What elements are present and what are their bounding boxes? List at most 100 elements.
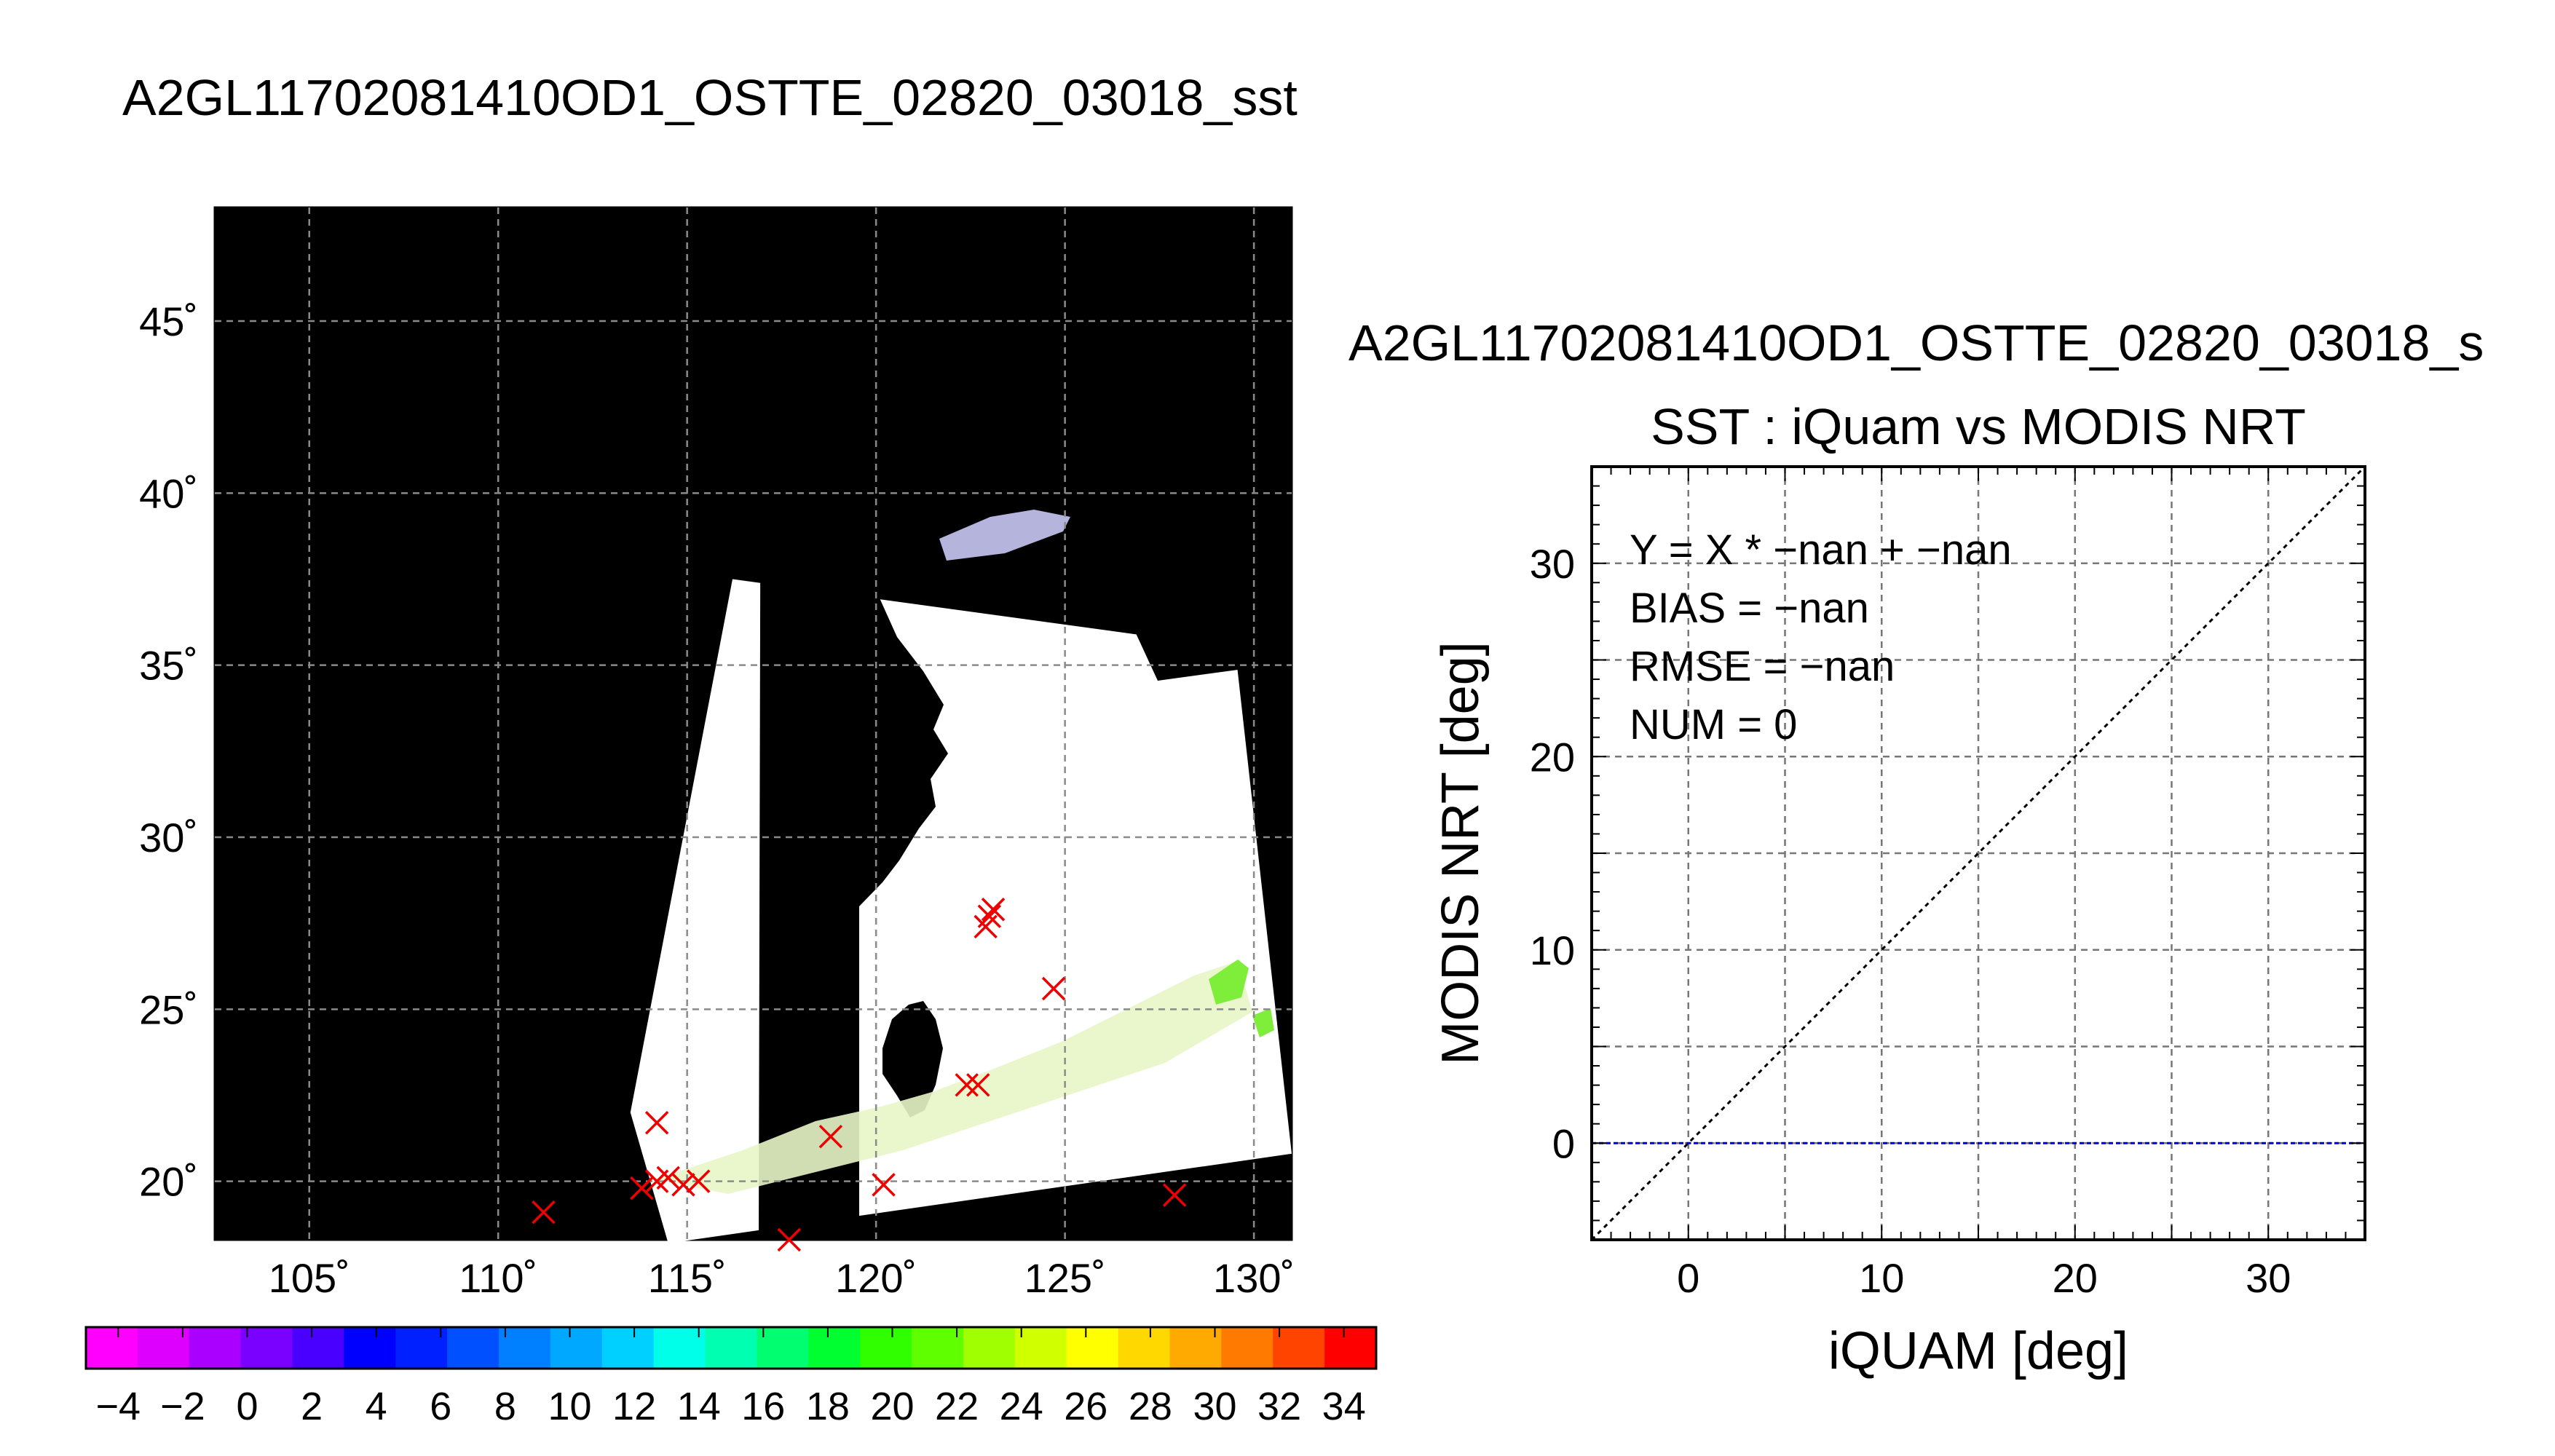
map-y-tick-label: 20˚	[139, 1159, 198, 1205]
scatter-x-tick-label: 10	[1859, 1255, 1904, 1301]
map-x-tick-labels: 105˚ 110˚ 115˚ 120˚ 125˚ 130˚	[269, 1255, 1295, 1301]
scatter-title: SST : iQuam vs MODIS NRT	[1651, 398, 2306, 455]
colorbar-tick-label: 12	[612, 1385, 656, 1428]
colorbar-tick-label: 2	[301, 1385, 323, 1428]
colorbar-swatch	[705, 1327, 757, 1369]
map-x-tick-label: 130˚	[1213, 1255, 1295, 1301]
buoy-marker	[671, 1173, 695, 1197]
colorbar-swatch	[860, 1327, 912, 1369]
scatter-plot: 0 10 20 30 0 10 20 30 Y = X * −nan + −nan BIAS…	[1431, 465, 2366, 1380]
colorbar-tick-label: −2	[160, 1385, 205, 1428]
colorbar-swatch	[344, 1327, 396, 1369]
scatter-x-tick-labels: 0 10 20 30	[1677, 1255, 2291, 1301]
sst-green-patch	[1252, 1008, 1274, 1037]
buoy-markers	[532, 898, 1187, 1252]
land-korea	[1034, 218, 1282, 681]
map-y-tick-label: 45˚	[139, 298, 198, 344]
buoy-marker	[687, 1169, 711, 1193]
land-liaoning	[750, 207, 1092, 342]
colorbar-swatch	[189, 1327, 242, 1369]
land-taiwan	[882, 1001, 943, 1117]
colorbar-tick-label: 30	[1193, 1385, 1236, 1428]
map-y-tick-label: 30˚	[139, 815, 198, 860]
colorbar-swatch	[808, 1327, 861, 1369]
buoy-marker	[955, 1073, 979, 1097]
colorbar-swatch	[1014, 1327, 1067, 1369]
buoy-marker	[981, 898, 1006, 922]
colorbar-swatch	[1324, 1327, 1377, 1369]
map-x-tick-label: 120˚	[835, 1255, 917, 1301]
colorbar-swatch	[292, 1327, 344, 1369]
map-grid	[215, 207, 1292, 1240]
plot-frame	[1590, 465, 2366, 1241]
colorbar-swatch	[137, 1327, 190, 1369]
colorbar-tick-label: 28	[1129, 1385, 1172, 1428]
colorbar-swatch	[499, 1327, 551, 1369]
scatter-y-tick-label: 30	[1530, 541, 1575, 587]
land-mainland	[759, 319, 948, 1239]
buoy-marker	[872, 1173, 896, 1197]
one-to-one-line	[1590, 465, 2366, 1241]
stat-num: NUM = 0	[1630, 701, 1797, 748]
colorbar-swatch	[1169, 1327, 1222, 1369]
buoy-marker	[966, 1073, 990, 1097]
scatter-x-tick-label: 0	[1677, 1255, 1699, 1301]
colorbar-swatch	[1221, 1327, 1273, 1369]
colorbar-frame	[84, 1326, 1378, 1370]
colorbar-swatch	[550, 1327, 603, 1369]
map-y-tick-labels: 20˚ 25˚ 30˚ 35˚ 40˚ 45˚	[139, 298, 198, 1205]
map-x-tick-label: 125˚	[1024, 1255, 1106, 1301]
x-axis-label: iQUAM [deg]	[1828, 1322, 2128, 1380]
map-y-tick-label: 40˚	[139, 470, 198, 516]
buoy-marker	[977, 904, 1002, 928]
colorbar	[84, 1326, 1378, 1370]
map-x-tick-label: 115˚	[648, 1255, 727, 1301]
stat-fit: Y = X * −nan + −nan	[1630, 526, 2012, 574]
buoy-marker	[1162, 1183, 1187, 1207]
colorbar-tick-label: 6	[430, 1385, 451, 1428]
scatter-grid	[1592, 467, 2365, 1240]
sst-map: 105˚ 110˚ 115˚ 120˚ 125˚ 130˚ 20˚ 25˚ 30˚ 35˚ 40˚…	[139, 206, 1295, 1301]
buoy-marker	[777, 1227, 802, 1252]
colorbar-swatch	[757, 1327, 809, 1369]
colorbar-swatch	[1273, 1327, 1325, 1369]
sst-swath	[630, 579, 1292, 1243]
map-title: A2GL11702081410OD1_OSTTE_02820_03018_sst	[122, 69, 1298, 126]
colorbar-tick-label: 8	[494, 1385, 516, 1428]
stat-rmse: RMSE = −nan	[1630, 643, 1895, 690]
map-x-tick-label: 110˚	[459, 1255, 537, 1301]
buoy-marker	[1041, 976, 1066, 1001]
colorbar-swatch	[240, 1327, 293, 1369]
buoy-marker	[818, 1124, 843, 1149]
colorbar-tick-label: 16	[741, 1385, 785, 1428]
scatter-x-tick-label: 30	[2246, 1255, 2291, 1301]
stat-bias: BIAS = −nan	[1630, 585, 1869, 632]
map-x-tick-label: 105˚	[269, 1255, 350, 1301]
colorbar-swatch	[601, 1327, 655, 1369]
colorbar-tick-label: 18	[806, 1385, 850, 1428]
colorbar-swatch	[912, 1327, 964, 1369]
colorbar-swatch	[963, 1327, 1016, 1369]
land-hainan	[583, 1223, 637, 1239]
colorbar-tick-label: 4	[366, 1385, 387, 1428]
colorbar-swatch	[653, 1327, 706, 1369]
colorbar-tick-label: 22	[935, 1385, 979, 1428]
scatter-y-tick-labels: 0 10 20 30	[1530, 541, 1575, 1167]
colorbar-swatch	[447, 1327, 499, 1369]
colorbar-tick-label: 14	[677, 1385, 721, 1428]
sst-warm-patch	[655, 961, 1252, 1194]
buoy-marker	[532, 1200, 556, 1224]
colorbar-tick-label: 0	[236, 1385, 258, 1428]
scatter-x-tick-label: 20	[2053, 1255, 2098, 1301]
y-axis-label: MODIS NRT [deg]	[1431, 641, 1490, 1065]
colorbar-swatch	[1118, 1327, 1170, 1369]
scatter-y-tick-label: 20	[1530, 734, 1575, 780]
colorbar-tick-label: −4	[96, 1385, 141, 1428]
scatter-y-tick-label: 0	[1552, 1120, 1575, 1166]
colorbar-tick-label: 32	[1257, 1385, 1301, 1428]
sst-green-strip	[1209, 960, 1249, 1005]
colorbar-tick-label: 26	[1064, 1385, 1107, 1428]
colorbar-swatch	[86, 1327, 138, 1369]
colorbar-tick-labels: −4 −2 0 2 4 6 8 10 12 14 16 18 20 22 24 26 28 30 32 34	[96, 1327, 1366, 1428]
